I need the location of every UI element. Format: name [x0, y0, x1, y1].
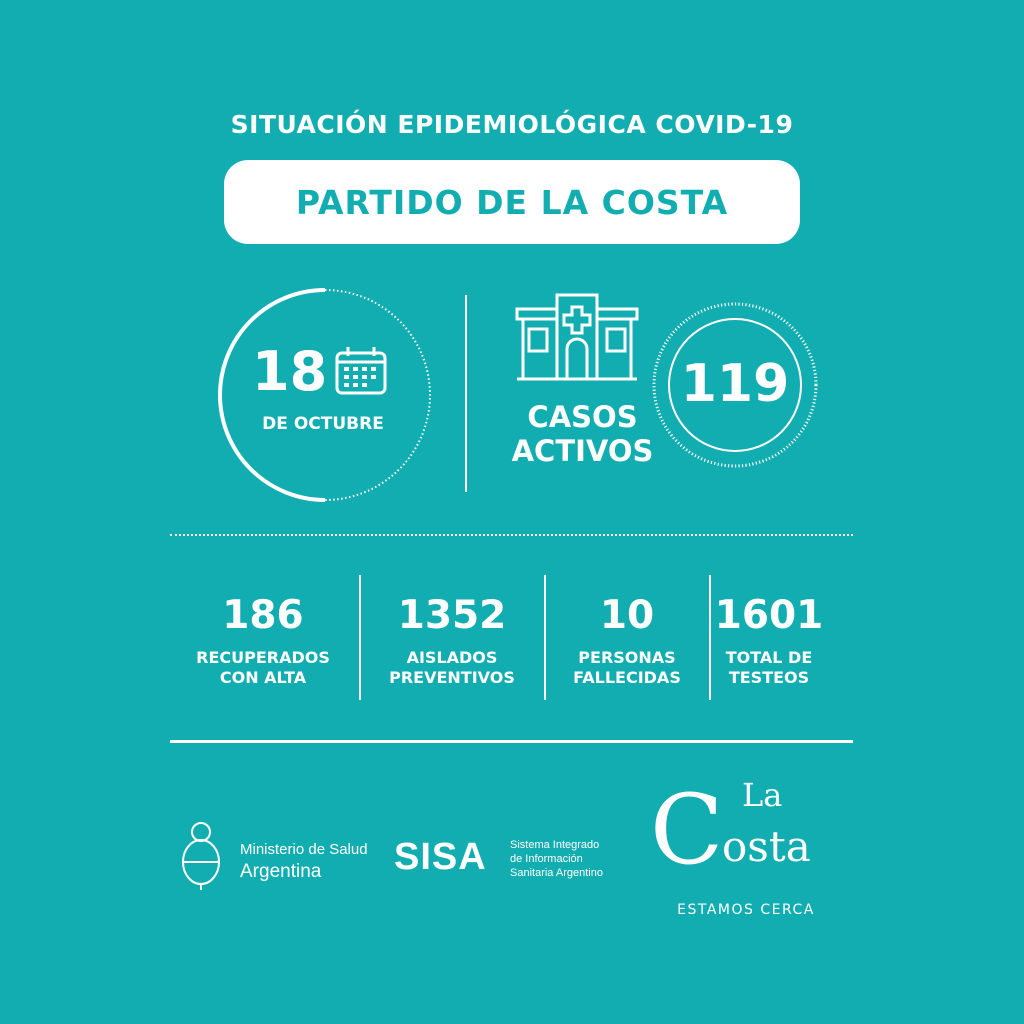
stat-aislados: 1352 AISLADOS PREVENTIVOS	[357, 592, 547, 688]
section-divider	[465, 295, 467, 492]
sisa-line2: de Información	[510, 853, 583, 865]
sisa-logo: SISA	[394, 836, 487, 878]
location-label: PARTIDO DE LA COSTA	[295, 182, 729, 222]
ministerio-line2: Argentina	[240, 861, 322, 882]
stat-divider	[709, 575, 711, 700]
ministerio-line1: Ministerio de Salud	[240, 841, 368, 858]
date-circle	[218, 288, 431, 502]
stat-recuperados: 186 RECUPERADOS CON ALTA	[168, 592, 358, 688]
stat-label: PERSONAS	[578, 648, 676, 667]
stat-label: CON ALTA	[219, 668, 307, 687]
stat-label: FALLECIDAS	[573, 668, 681, 687]
date-month: DE OCTUBRE	[262, 414, 384, 434]
stat-label: TOTAL DE	[725, 648, 813, 667]
dotted-separator	[170, 534, 853, 536]
stat-divider	[544, 575, 546, 700]
la-costa-logo: C La osta	[650, 774, 811, 886]
stat-label: RECUPERADOS	[196, 648, 330, 667]
calendar-icon	[335, 347, 387, 395]
argentina-coat-of-arms-icon	[182, 822, 220, 890]
activos-label: ACTIVOS	[511, 434, 654, 468]
stat-label: TESTEOS	[728, 668, 810, 687]
stat-value: 186	[222, 593, 304, 638]
page-title: SITUACIÓN EPIDEMIOLÓGICA COVID-19	[230, 110, 794, 139]
active-cases-value: 119	[680, 354, 790, 414]
stat-fallecidas: 10 PERSONAS FALLECIDAS	[532, 592, 722, 688]
stat-label: AISLADOS	[406, 648, 498, 667]
stat-value: 1352	[397, 593, 507, 638]
sisa-line1: Sistema Integrado	[510, 839, 600, 851]
casos-label: CASOS	[527, 400, 638, 434]
location-pill: PARTIDO DE LA COSTA	[224, 160, 800, 244]
solid-separator	[170, 740, 853, 743]
stat-value: 1601	[714, 593, 824, 638]
sisa-line3: Sanitaria Argentino	[510, 867, 603, 879]
hospital-icon	[515, 293, 639, 381]
stat-value: 10	[599, 593, 655, 638]
stat-label: PREVENTIVOS	[389, 668, 515, 687]
active-cases-circle	[652, 302, 818, 468]
stat-testeos: 1601 TOTAL DE TESTEOS	[674, 592, 864, 688]
stat-divider	[359, 575, 361, 700]
la-costa-tagline: ESTAMOS CERCA	[677, 902, 815, 918]
date-day: 18	[252, 340, 328, 403]
